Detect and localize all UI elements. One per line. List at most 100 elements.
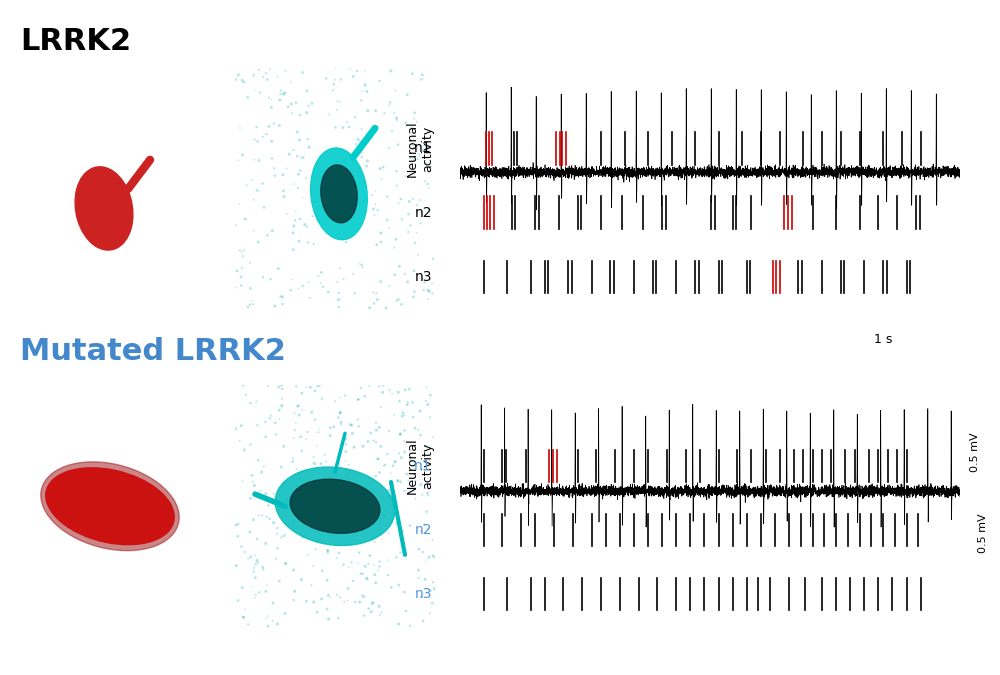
Point <box>229 265 245 276</box>
Point <box>258 431 274 442</box>
Point <box>390 387 406 398</box>
Point <box>288 418 304 429</box>
Point <box>328 533 344 544</box>
Point <box>338 439 354 450</box>
Point <box>299 549 315 560</box>
Point <box>301 101 317 111</box>
Point <box>283 99 299 109</box>
Point <box>328 122 344 133</box>
Point <box>288 381 304 392</box>
Point <box>279 163 295 174</box>
Point <box>341 213 357 223</box>
Point <box>394 406 410 417</box>
Point <box>264 616 280 626</box>
Point <box>376 510 392 521</box>
Point <box>402 220 418 231</box>
Point <box>422 412 438 423</box>
Point <box>410 250 426 261</box>
Point <box>310 526 326 537</box>
Point <box>269 618 285 629</box>
Point <box>404 123 420 134</box>
Point <box>365 597 381 608</box>
Point <box>373 607 389 618</box>
Point <box>295 192 311 203</box>
Point <box>327 74 343 85</box>
Point <box>259 230 275 241</box>
Point <box>387 85 403 96</box>
Point <box>390 475 406 485</box>
Point <box>402 153 418 163</box>
Point <box>261 500 277 511</box>
Point <box>238 389 254 400</box>
Point <box>414 70 430 80</box>
Point <box>268 429 284 440</box>
Point <box>240 302 256 313</box>
Point <box>264 94 280 105</box>
Point <box>291 236 307 246</box>
Point <box>235 380 251 391</box>
Point <box>335 122 351 133</box>
Point <box>307 385 323 396</box>
Point <box>269 543 285 554</box>
Point <box>248 396 264 407</box>
Point <box>383 468 399 479</box>
Point <box>258 68 274 79</box>
Point <box>381 281 397 292</box>
Point <box>413 74 429 85</box>
Point <box>247 134 263 145</box>
Point <box>349 171 365 182</box>
Point <box>391 448 407 459</box>
Point <box>386 242 402 253</box>
Point <box>313 201 329 212</box>
Point <box>421 286 437 297</box>
Point <box>332 392 348 403</box>
Point <box>412 194 428 205</box>
Point <box>278 558 294 569</box>
Point <box>373 227 389 238</box>
Point <box>248 590 264 601</box>
Point <box>237 214 253 225</box>
Point <box>382 486 398 497</box>
Point <box>250 237 266 248</box>
Point <box>255 272 271 283</box>
Point <box>387 269 403 280</box>
Point <box>392 429 408 440</box>
Point <box>344 557 360 568</box>
Point <box>367 569 383 580</box>
Point <box>390 139 406 150</box>
Point <box>266 118 282 129</box>
Point <box>293 153 309 163</box>
Point <box>392 547 408 558</box>
Point <box>388 234 404 244</box>
Point <box>308 544 324 555</box>
Point <box>354 259 370 270</box>
Point <box>406 286 422 297</box>
Point <box>291 474 307 485</box>
Point <box>366 298 382 309</box>
Point <box>331 457 347 468</box>
Point <box>322 423 338 433</box>
Point <box>293 431 309 442</box>
Point <box>300 237 316 248</box>
Point <box>384 388 400 399</box>
Point <box>421 183 437 194</box>
Point <box>420 294 436 304</box>
Point <box>413 479 429 490</box>
Point <box>405 292 421 302</box>
Point <box>368 437 384 448</box>
Point <box>407 423 423 433</box>
Point <box>410 154 426 165</box>
Point <box>363 427 379 438</box>
Point <box>381 426 397 437</box>
Point <box>359 86 375 97</box>
Point <box>367 536 383 547</box>
Point <box>371 467 387 478</box>
Point <box>303 580 319 591</box>
Point <box>387 457 403 468</box>
Point <box>295 67 311 78</box>
Point <box>405 412 421 423</box>
Point <box>359 572 375 583</box>
Point <box>375 387 391 398</box>
Point <box>299 86 315 97</box>
Point <box>380 570 396 580</box>
